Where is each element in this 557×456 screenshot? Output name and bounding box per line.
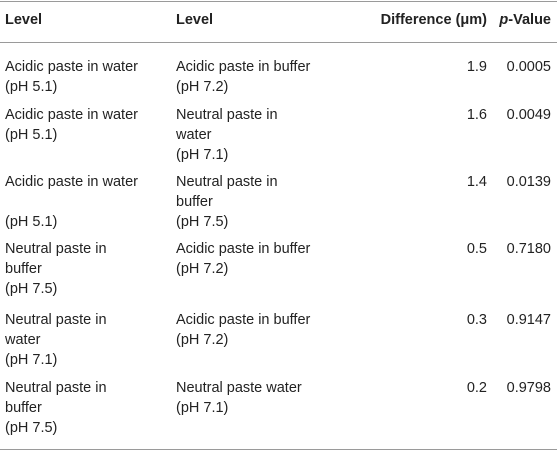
cell-level-2: Acidic paste in buffer (pH 7.2) <box>176 59 311 95</box>
cell-difference: 0.3 <box>466 312 487 328</box>
cell-level-1: Neutral paste in water (pH 7.1) <box>5 312 107 368</box>
cell-difference: 0.2 <box>466 380 487 396</box>
cell-p-value: 0.0005 <box>506 59 551 75</box>
table-bottom-rule <box>0 449 557 450</box>
cell-p-value: 0.0139 <box>506 174 551 190</box>
cell-level-2: Neutral paste in water (pH 7.1) <box>176 107 278 163</box>
header-difference: Difference (μm) <box>380 12 487 28</box>
header-level-2: Level <box>176 12 214 28</box>
cell-difference: 0.5 <box>466 241 487 257</box>
cell-level-2: Neutral paste water (pH 7.1) <box>176 380 302 416</box>
cell-level-1: Neutral paste in buffer (pH 7.5) <box>5 241 107 297</box>
cell-difference: 1.9 <box>466 59 487 75</box>
header-p-rest: -Value <box>508 12 551 28</box>
cell-difference: 1.4 <box>466 174 487 190</box>
table-header-rule <box>0 42 557 43</box>
cell-p-value: 0.9798 <box>506 380 551 396</box>
cell-level-2: Acidic paste in buffer (pH 7.2) <box>176 312 311 348</box>
header-p-value: p-Value <box>499 12 551 28</box>
cell-p-value: 0.7180 <box>506 241 551 257</box>
cell-level-1: Acidic paste in water (pH 5.1) <box>5 174 138 230</box>
cell-difference: 1.6 <box>466 107 487 123</box>
cell-level-1: Acidic paste in water (pH 5.1) <box>5 107 138 143</box>
cell-level-2: Acidic paste in buffer (pH 7.2) <box>176 241 311 277</box>
header-level-1: Level <box>5 12 43 28</box>
cell-p-value: 0.0049 <box>506 107 551 123</box>
header-p-italic: p <box>499 12 509 28</box>
cell-level-1: Neutral paste in buffer (pH 7.5) <box>5 380 107 436</box>
cell-p-value: 0.9147 <box>506 312 551 328</box>
cell-level-1: Acidic paste in water (pH 5.1) <box>5 59 138 95</box>
cell-level-2: Neutral paste in buffer (pH 7.5) <box>176 174 278 230</box>
table-top-rule <box>0 1 557 2</box>
